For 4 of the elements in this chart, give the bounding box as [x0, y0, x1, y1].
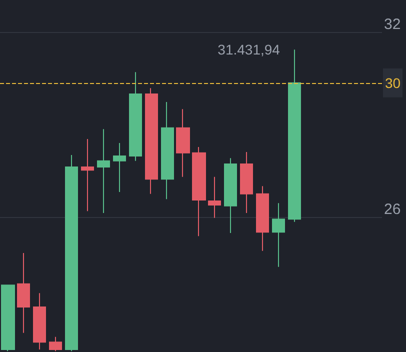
ref-line-label: 30 — [385, 74, 401, 91]
y-tick-label: 32 — [384, 16, 401, 34]
annotation: 31.431,94 — [218, 42, 280, 58]
y-tick-label: 26 — [384, 200, 401, 218]
